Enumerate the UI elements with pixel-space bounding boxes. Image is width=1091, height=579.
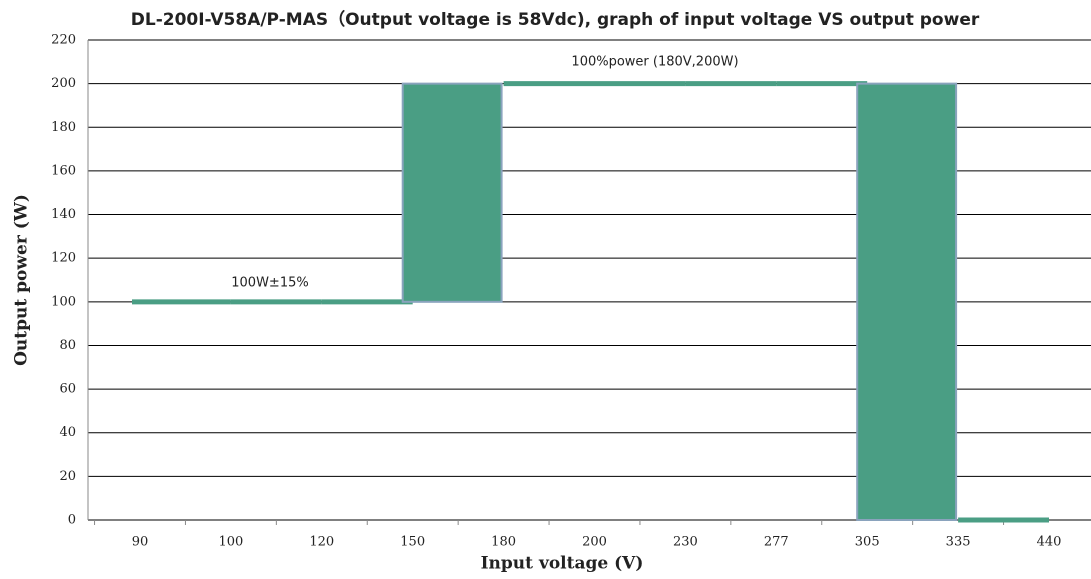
y-tick-label: 40 (59, 425, 76, 440)
x-tick-label: 230 (673, 535, 698, 550)
annotation: 100%power (180V,200W) (571, 55, 738, 70)
y-tick-label: 80 (59, 338, 76, 353)
y-axis-label: Output power (W) (12, 194, 32, 366)
x-tick-label: 305 (855, 535, 880, 550)
x-tick-label: 150 (400, 535, 425, 550)
power-step (401, 82, 503, 303)
x-tick-label: 90 (132, 535, 149, 550)
annotation: 100W±15% (231, 276, 308, 291)
y-tick-label: 220 (51, 33, 76, 48)
x-tick-label: 277 (764, 535, 789, 550)
chart-title: DL-200I-V58A/P-MAS（Output voltage is 58V… (131, 9, 980, 30)
y-tick-label: 20 (59, 469, 76, 484)
x-tick-label: 120 (309, 535, 334, 550)
y-tick-label: 160 (51, 163, 76, 178)
x-tick-label: 100 (218, 535, 243, 550)
y-tick-label: 200 (51, 76, 76, 91)
y-tick-label: 180 (51, 120, 76, 135)
x-tick-label: 180 (491, 535, 516, 550)
y-tick-label: 140 (51, 207, 76, 222)
x-axis-label: Input voltage (V) (481, 554, 644, 574)
y-tick-label: 100 (51, 294, 76, 309)
y-tick-label: 120 (51, 251, 76, 266)
y-tick-label: 0 (68, 513, 76, 528)
power-step (856, 82, 958, 522)
y-tick-label: 60 (59, 382, 76, 397)
x-tick-label: 335 (946, 535, 971, 550)
x-tick-label: 440 (1037, 535, 1062, 550)
x-tick-label: 200 (582, 535, 607, 550)
